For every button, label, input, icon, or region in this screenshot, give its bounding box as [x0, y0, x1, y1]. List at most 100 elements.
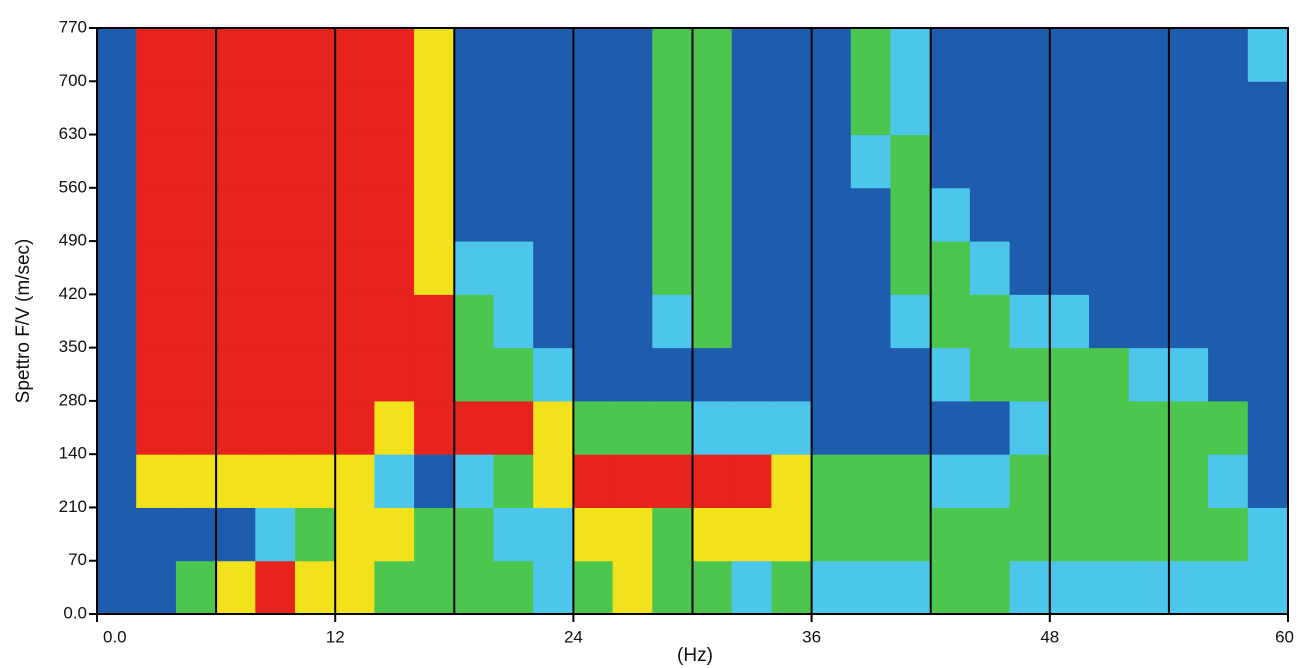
plot-frame	[96, 27, 1289, 615]
heat-cell	[533, 28, 574, 82]
heat-cell	[493, 28, 535, 82]
heat-cell	[295, 560, 336, 614]
heat-cell	[533, 240, 574, 295]
heat-cell	[1247, 80, 1288, 136]
heat-cell	[612, 80, 654, 136]
heat-cell	[414, 80, 455, 136]
heat-cell	[1009, 134, 1051, 189]
heat-cell	[493, 560, 535, 614]
y-tick-label: 0.0	[63, 603, 87, 622]
heat-cell	[1009, 506, 1051, 562]
heat-cell	[572, 187, 614, 242]
heat-cell	[175, 28, 217, 82]
heat-cell	[255, 293, 296, 349]
heat-cell	[533, 187, 574, 242]
heat-cell	[97, 134, 138, 189]
heat-cell	[930, 293, 971, 349]
heat-cell	[811, 187, 852, 242]
heat-cell	[969, 28, 1011, 82]
heat-cell	[692, 134, 733, 189]
heat-cell	[612, 560, 654, 614]
heat-cell	[1009, 400, 1051, 455]
y-tick-label: 490	[59, 231, 87, 250]
heat-cell	[533, 134, 574, 189]
heat-cell	[930, 347, 971, 402]
heat-cell	[969, 347, 1011, 402]
heat-cell	[414, 187, 455, 242]
heat-cell	[295, 134, 336, 189]
heat-cell	[771, 134, 813, 189]
heat-cell	[1089, 80, 1130, 136]
heat-cell	[652, 453, 693, 508]
y-tick-label: 420	[59, 284, 87, 303]
heat-cell	[572, 560, 614, 614]
heat-cell	[969, 560, 1011, 614]
heat-cell	[1247, 453, 1288, 508]
x-tick-label: 24	[564, 627, 583, 646]
heat-cell	[811, 134, 852, 189]
heat-cell	[771, 187, 813, 242]
heat-cell	[1089, 506, 1130, 562]
heat-cell	[969, 80, 1011, 136]
heat-cell	[771, 240, 813, 295]
heat-cell	[136, 400, 177, 455]
y-tick-label: 210	[59, 497, 87, 516]
heat-cell	[255, 453, 296, 508]
heat-cell	[97, 293, 138, 349]
heat-cell	[215, 80, 257, 136]
heat-cell	[890, 400, 932, 455]
heat-cell	[1208, 134, 1249, 189]
heat-cell	[850, 560, 892, 614]
y-tick-label: 140	[59, 444, 87, 463]
heat-cell	[1208, 400, 1249, 455]
heat-cell	[1128, 347, 1170, 402]
heat-cell	[850, 506, 892, 562]
heat-cell	[850, 28, 892, 82]
heat-cell	[1168, 560, 1210, 614]
heat-cell	[1049, 560, 1090, 614]
heat-cell	[215, 400, 257, 455]
heat-cell	[692, 347, 733, 402]
heat-cell	[97, 560, 138, 614]
heat-cell	[1089, 560, 1130, 614]
heat-cell	[374, 293, 416, 349]
heat-cell	[731, 134, 773, 189]
heat-cell	[533, 293, 574, 349]
y-tick-label: 280	[59, 390, 87, 409]
heat-cell	[692, 240, 733, 295]
heat-cell	[692, 506, 733, 562]
heat-cell	[1247, 293, 1288, 349]
heat-cell	[215, 134, 257, 189]
heat-cell	[175, 187, 217, 242]
heat-cell	[811, 506, 852, 562]
heat-cell	[453, 240, 495, 295]
heat-cell	[890, 453, 932, 508]
heat-cell	[493, 453, 535, 508]
heat-cell	[731, 293, 773, 349]
heat-cell	[175, 347, 217, 402]
heat-cell	[295, 28, 336, 82]
heat-cell	[890, 347, 932, 402]
y-axis-title: Spettro F/V (m/sec)	[13, 239, 34, 404]
heat-cell	[771, 28, 813, 82]
heat-cell	[969, 293, 1011, 349]
heat-cell	[255, 28, 296, 82]
heat-cell	[652, 293, 693, 349]
heat-cell	[493, 134, 535, 189]
heat-cell	[1168, 187, 1210, 242]
heat-cell	[572, 134, 614, 189]
heat-cell	[374, 240, 416, 295]
heat-cell	[731, 506, 773, 562]
heat-cell	[136, 453, 177, 508]
heat-cell	[136, 80, 177, 136]
heat-cell	[890, 80, 932, 136]
heat-cell	[453, 400, 495, 455]
heat-cell	[652, 560, 693, 614]
heat-cell	[572, 240, 614, 295]
heat-cell	[97, 453, 138, 508]
heat-cell	[1168, 400, 1210, 455]
heat-cell	[1049, 187, 1090, 242]
heat-cell	[652, 506, 693, 562]
heat-cell	[1049, 347, 1090, 402]
heat-cell	[1247, 347, 1288, 402]
